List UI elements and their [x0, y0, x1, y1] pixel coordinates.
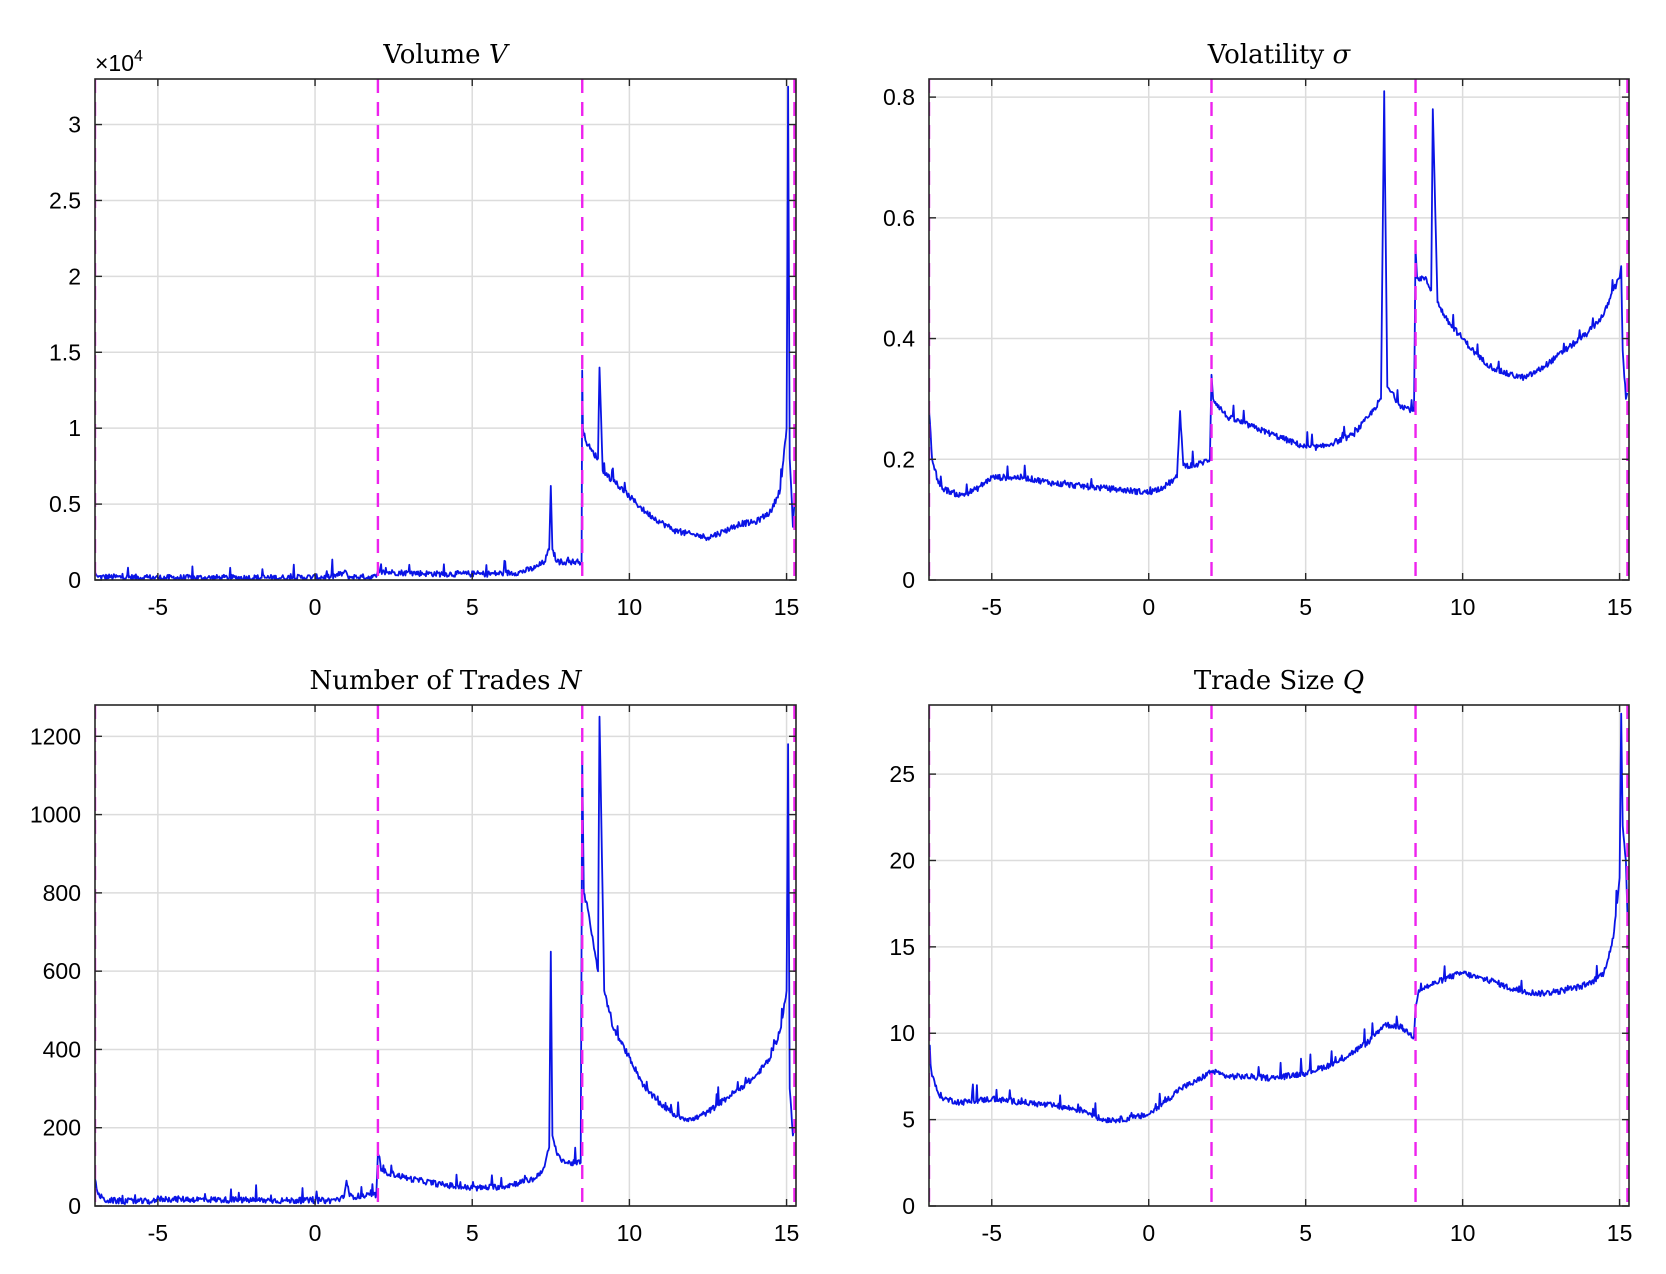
y-tick-label: 20: [889, 847, 915, 873]
chart-title-text: Volume: [382, 40, 488, 70]
chart-number-of-trades: -5 0 5 10 15 0 200 400 600 800 1000 1200 Number of T…: [30, 666, 800, 1246]
x-tick-label: 5: [1299, 594, 1312, 620]
y-tick-label: 0: [68, 1193, 81, 1219]
chart-title-symbol: σ: [1332, 40, 1351, 70]
x-tick-label: 0: [1142, 594, 1155, 620]
x-tick-label: 10: [617, 594, 643, 620]
axes-frame: [94, 704, 797, 1207]
series-line: [95, 85, 796, 580]
y-axis-multiplier: ×104: [95, 48, 143, 76]
x-tick-label: 10: [617, 1220, 643, 1246]
x-tick-label: 15: [1607, 594, 1633, 620]
plot-area: [929, 79, 1629, 580]
axes-frame: [94, 78, 797, 581]
axes-frame: [928, 704, 1630, 1207]
x-tick-label: 0: [309, 1220, 322, 1246]
y-axis-multiplier-base: ×10: [95, 50, 134, 76]
y-tick-label: 1000: [30, 802, 81, 828]
y-tick-label: 600: [43, 958, 81, 984]
chart-title-text: Number of Trades: [309, 666, 558, 696]
x-tick-label: 10: [1450, 1220, 1476, 1246]
y-tick-label: 0: [902, 1193, 915, 1219]
chart-title-symbol: Q: [1343, 666, 1364, 696]
y-tick-label: 400: [43, 1036, 81, 1062]
chart-title-symbol: N: [558, 666, 583, 696]
series-line: [929, 712, 1629, 1124]
x-tick-label: -5: [148, 594, 168, 620]
x-tick-label: -5: [982, 1220, 1002, 1246]
x-tick-label: 10: [1450, 594, 1476, 620]
y-tick-label: 0: [68, 567, 81, 593]
y-tick-label: 200: [43, 1115, 81, 1141]
x-tick-label: 5: [1299, 1220, 1312, 1246]
chart-title-text: Trade Size: [1194, 666, 1343, 696]
y-tick-label: 5: [902, 1107, 915, 1133]
x-tick-label: -5: [982, 594, 1002, 620]
y-tick-label: 0: [902, 567, 915, 593]
y-tick-label: 1: [68, 415, 81, 441]
y-tick-label: 800: [43, 880, 81, 906]
plot-area: [95, 705, 796, 1206]
x-tick-label: 5: [466, 594, 479, 620]
chart-volatility: -5 0 5 10 15 0 0.2 0.4 0.6 0.8 Volatility σ: [883, 40, 1632, 620]
y-tick-label: 3: [68, 112, 81, 138]
chart-trade-size: -5 0 5 10 15 0 5 10 15 20 25 Trade Size Q: [889, 666, 1632, 1246]
x-tick-label: 0: [309, 594, 322, 620]
y-tick-label: 2: [68, 263, 81, 289]
chart-title: Volatility σ: [1207, 40, 1352, 70]
y-tick-label: 2.5: [49, 187, 81, 213]
x-tick-label: 15: [1607, 1220, 1633, 1246]
series-line: [929, 90, 1629, 498]
y-tick-label: 1.5: [49, 339, 81, 365]
y-tick-label: 10: [889, 1020, 915, 1046]
x-tick-label: 5: [466, 1220, 479, 1246]
x-tick-label: -5: [148, 1220, 168, 1246]
chart-title-text: Volatility: [1207, 40, 1333, 70]
plot-area: [929, 705, 1629, 1206]
plot-area: [95, 79, 796, 580]
y-tick-label: 0.4: [883, 326, 915, 352]
chart-title: Volume V: [382, 40, 509, 70]
y-tick-label: 25: [889, 761, 915, 787]
chart-title: Trade Size Q: [1194, 666, 1364, 696]
x-tick-label: 0: [1142, 1220, 1155, 1246]
y-tick-label: 1200: [30, 723, 81, 749]
y-tick-label: 0.5: [49, 491, 81, 517]
y-tick-label: 0.6: [883, 205, 915, 231]
chart-title: Number of Trades N: [309, 666, 582, 696]
x-tick-label: 15: [774, 594, 800, 620]
series-line: [95, 715, 796, 1205]
chart-volume: -5 0 5 10 15 0 0.5 1 1.5 2 2.5 3 Volume V ×104: [49, 40, 799, 620]
x-tick-label: 15: [774, 1220, 800, 1246]
y-tick-label: 15: [889, 934, 915, 960]
y-tick-label: 0.8: [883, 84, 915, 110]
y-axis-multiplier-exponent: 4: [134, 48, 143, 65]
y-tick-label: 0.2: [883, 446, 915, 472]
axes-frame: [928, 78, 1630, 581]
chart-title-symbol: V: [489, 40, 510, 70]
